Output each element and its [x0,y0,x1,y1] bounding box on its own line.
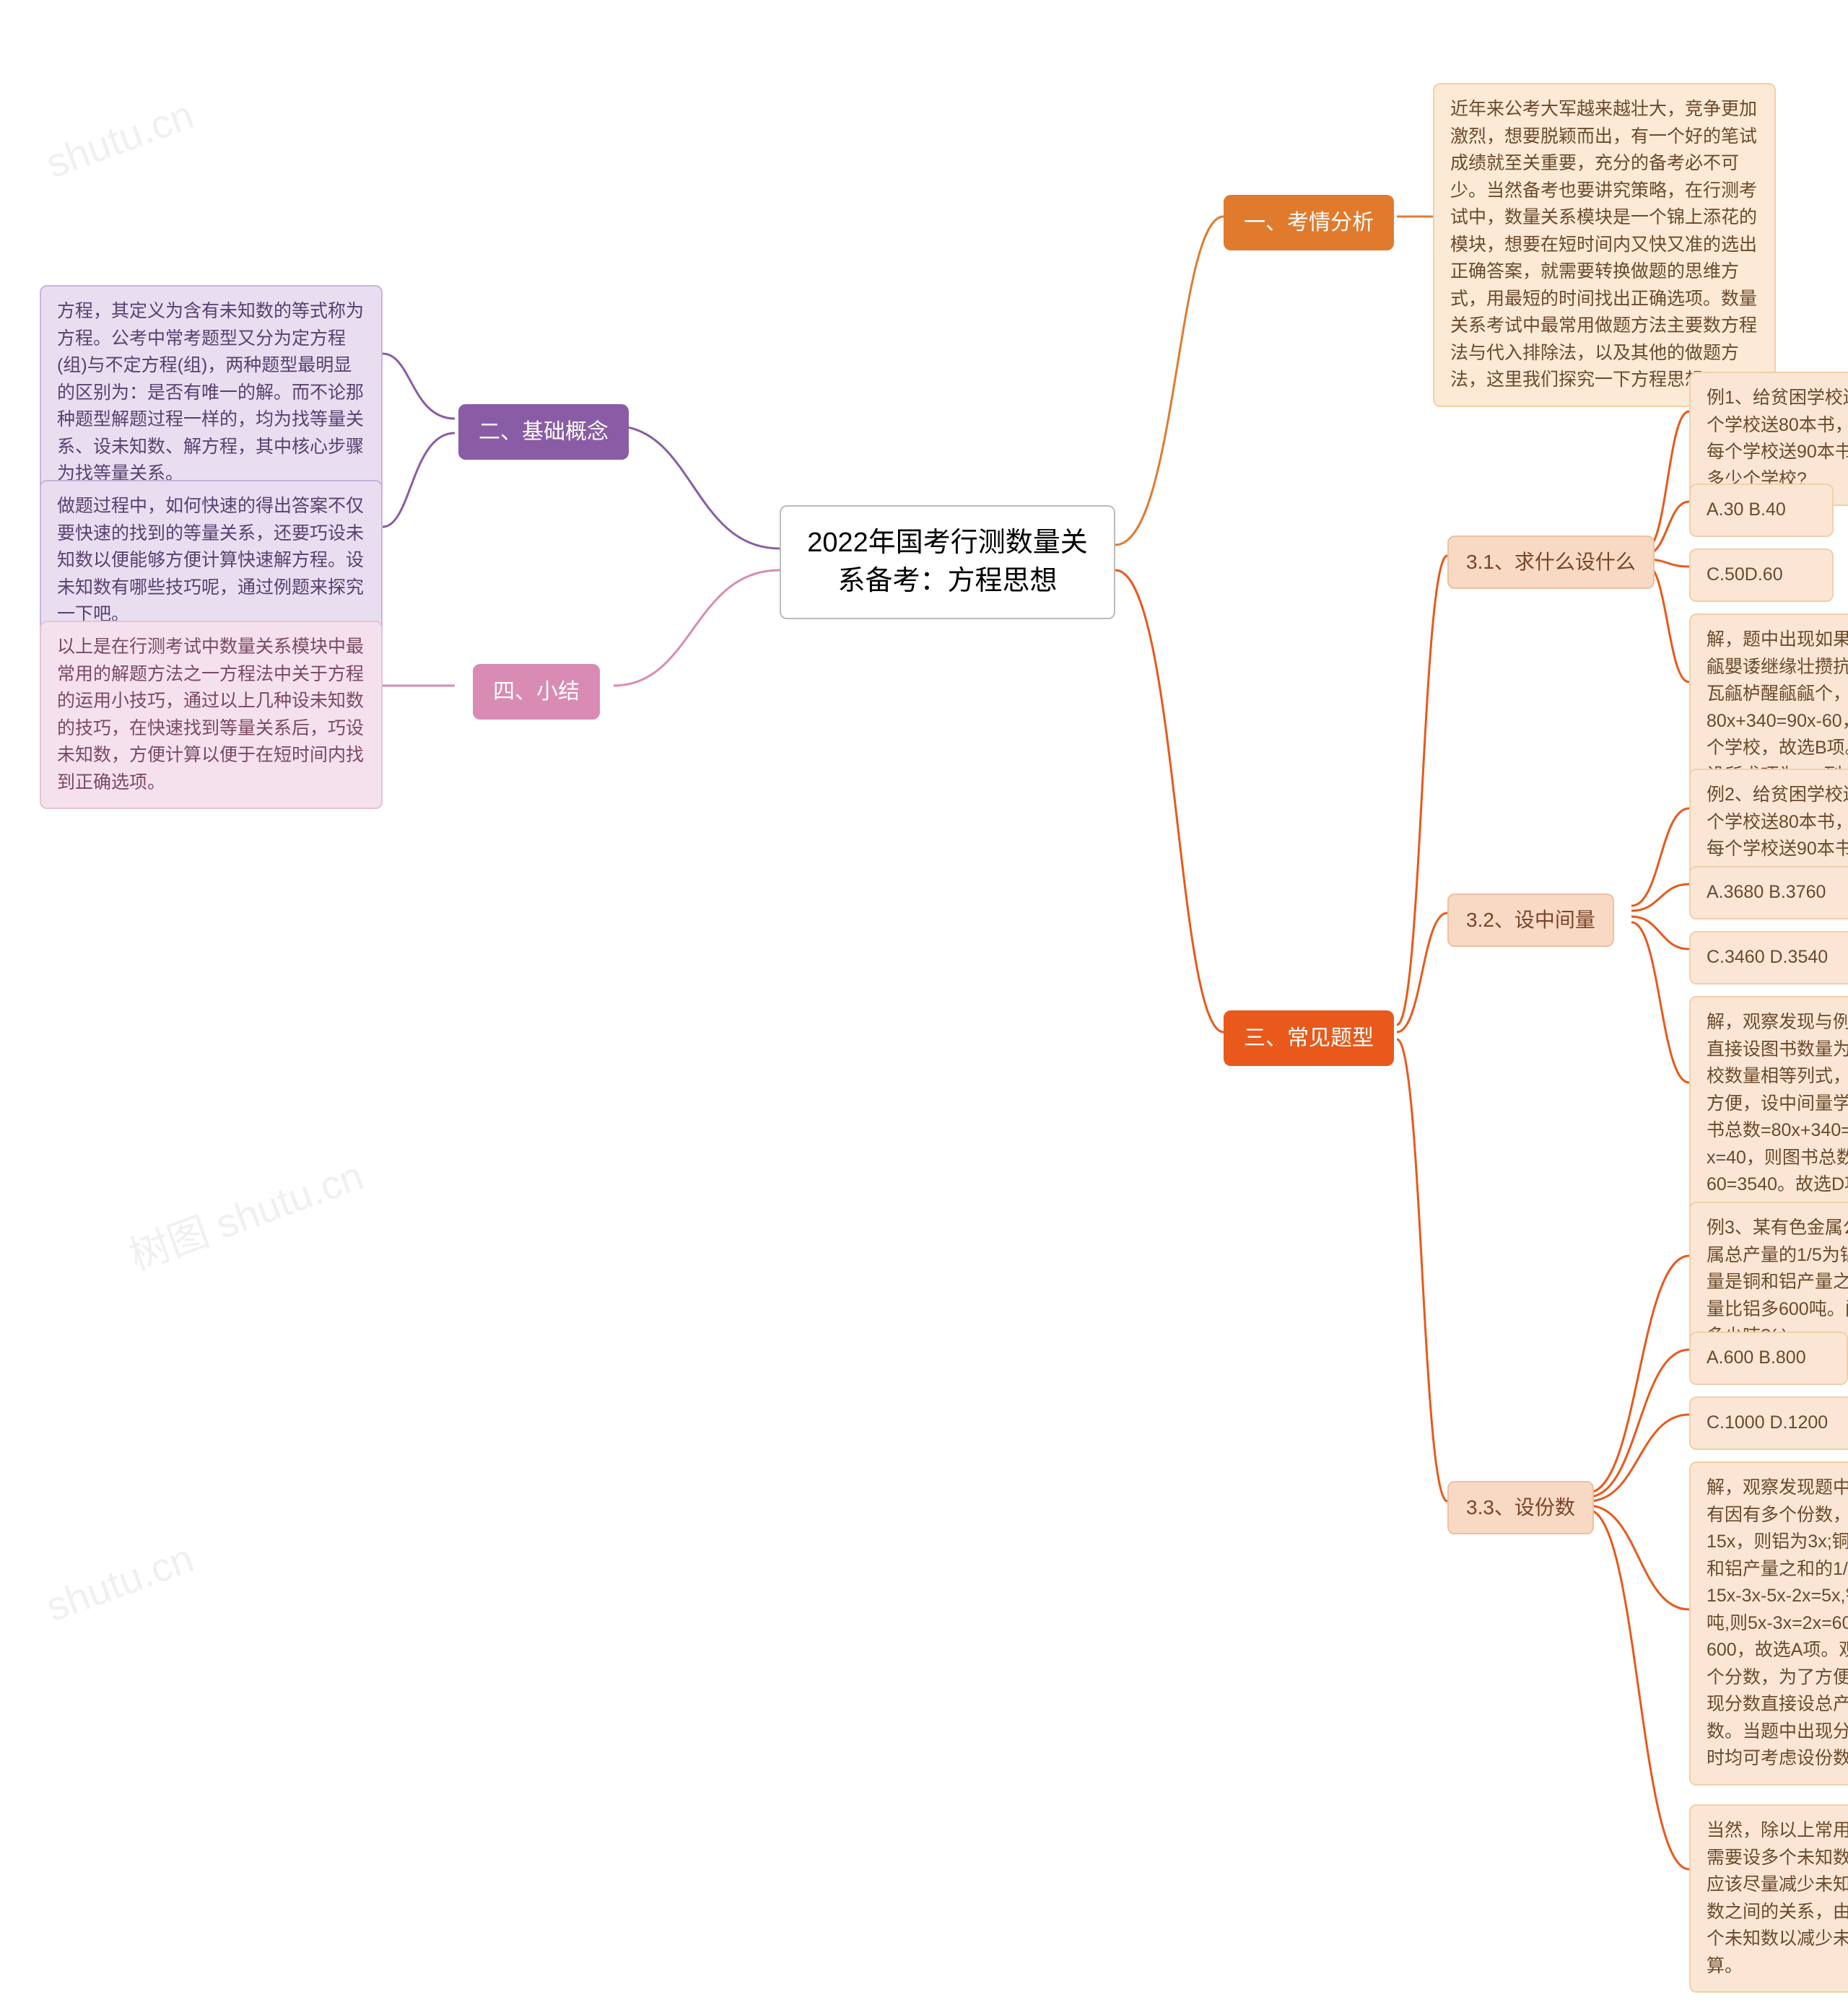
branch-3: 三、常见题型 [1224,1010,1394,1066]
root-node: 2022年国考行测数量关系备考：方程思想 [780,505,1115,619]
branch-4: 四、小结 [473,664,600,720]
leaf-3-3-1: A.600 B.800 [1689,1332,1848,1385]
watermark: 树图 shutu.cn [120,1143,370,1282]
leaf-b2-0: 方程，其定义为含有未知数的等式称为方程。公考中常考题型又分为定方程(组)与不定方… [40,285,383,501]
branch-1: 一、考情分析 [1224,195,1394,250]
leaf-3-3-4: 当然，除以上常用小技巧外，如果遇到需要设多个未知数，为了方便计算我们应该尽量减少… [1689,1804,1848,1993]
root-text: 2022年国考行测数量关系备考：方程思想 [807,528,1088,596]
leaf-3-3-3: 解，观察发现题中有明显的等量关系，有因有多个份数，设有色金属总产量为15x，则铝… [1689,1461,1848,1786]
leaf-b2-1: 做题过程中，如何快速的得出答案不仅要快速的找到的等量关系，还要巧设未知数以便能够… [40,480,383,642]
sub-3-1: 3.1、求什么设什么 [1447,536,1655,589]
leaf-3-2-2: C.3460 D.3540 [1689,931,1848,984]
leaf-3-1-1: A.30 B.40 [1689,484,1834,537]
leaf-3-1-2: C.50D.60 [1689,549,1834,602]
watermark: shutu.cn [40,91,199,187]
leaf-b1-0: 近年来公考大军越来越壮大，竞争更加激烈，想要脱颖而出，有一个好的笔试成绩就至关重… [1433,83,1776,407]
leaf-3-3-2: C.1000 D.1200 [1689,1397,1848,1450]
sub-3-3: 3.3、设份数 [1447,1481,1594,1534]
leaf-3-2-1: A.3680 B.3760 [1689,866,1848,919]
leaf-b4-0: 以上是在行测考试中数量关系模块中最常用的解题方法之一方程法中关于方程的运用小技巧… [40,621,383,809]
sub-3-2: 3.2、设中间量 [1447,893,1614,947]
watermark: shutu.cn [40,1534,199,1630]
branch-2: 二、基础概念 [458,404,629,460]
